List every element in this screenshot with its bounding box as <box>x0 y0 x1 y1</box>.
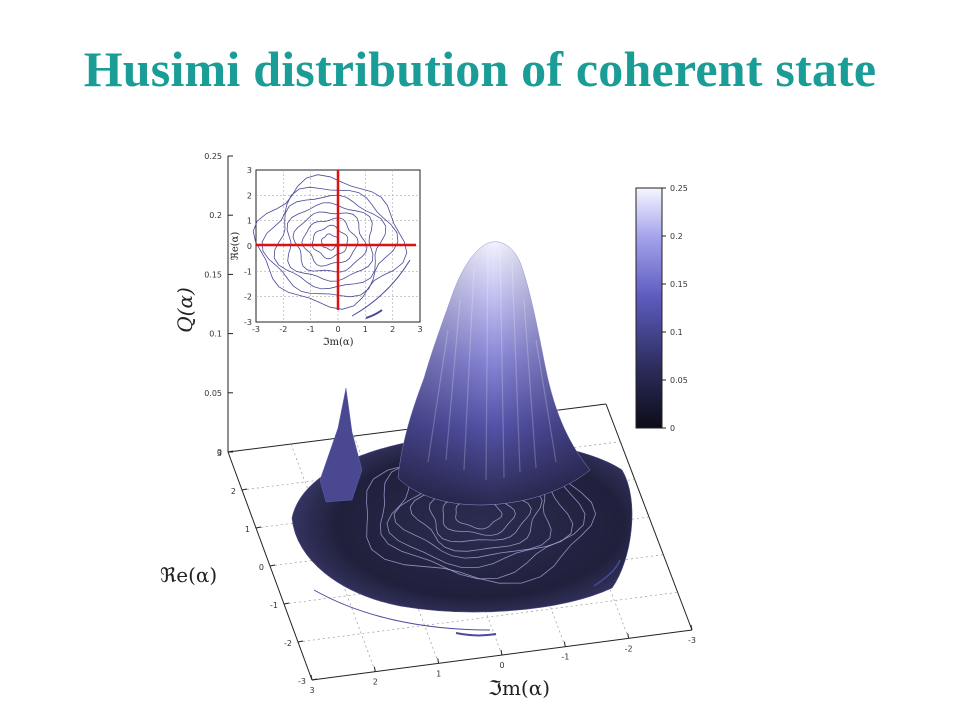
x-tick-mark <box>437 658 440 664</box>
inset-x-tick-label: 3 <box>417 325 422 334</box>
inset-contour-arc <box>351 259 411 317</box>
x-axis-label: ℑm(α) <box>488 676 550 700</box>
y-tick-mark <box>241 488 248 491</box>
x-tick-mark <box>627 633 630 639</box>
inset-contour-ring <box>301 217 359 267</box>
inset-y-ticks: 3 2 1 0 -1 -2 -3 <box>244 166 252 327</box>
peak-facet <box>485 249 489 481</box>
peak-facet <box>445 299 461 461</box>
colorbar-tick-label: 0.1 <box>670 328 683 337</box>
inset-contour-ring <box>252 174 408 310</box>
inset-y-tick-label: 3 <box>247 166 252 175</box>
y-tick-mark <box>311 678 318 681</box>
inset-y-tick-label: 0 <box>247 242 252 251</box>
x-tick-mark <box>310 674 313 681</box>
x-tick-mark <box>373 666 376 672</box>
inset-x-tick-label: 1 <box>363 325 368 334</box>
peak-facet <box>535 339 557 463</box>
inset-x-tick-label: 2 <box>390 325 395 334</box>
y-axis-label: ℜe(α) <box>160 563 217 587</box>
inset-plot: -3 -2 -1 0 1 2 3 3 2 1 0 -1 -2 -3 ℜe(α) ℑm(α) <box>230 166 423 348</box>
inset-x-tick-label: -1 <box>307 325 315 334</box>
y-tick-label: -1 <box>270 601 278 610</box>
y-tick-label: 0 <box>259 563 264 572</box>
x-tick-label: -2 <box>625 644 633 653</box>
inset-contours <box>252 174 411 319</box>
x-tick-label: 1 <box>436 669 441 678</box>
inset-x-label: ℑm(α) <box>322 337 353 348</box>
colorbar-tick-label: 0.15 <box>670 280 688 289</box>
y-tick-label: -2 <box>284 639 292 648</box>
inset-contour-ring <box>261 186 399 298</box>
floor-contour-arc-3 <box>593 559 621 587</box>
y-tick-mark <box>283 602 290 605</box>
inset-x-tick-label: 0 <box>335 325 340 334</box>
floor-grid-line <box>297 591 678 643</box>
colorbar-tick-label: 0.2 <box>670 232 683 241</box>
inset-contour-ring <box>292 211 368 273</box>
inset-contour-ring <box>273 194 387 290</box>
inset-y-tick-label: 2 <box>247 191 252 200</box>
peak-facet <box>427 329 449 463</box>
z-tick-label: 0.1 <box>209 330 222 339</box>
inset-x-ticks: -3 -2 -1 0 1 2 3 <box>252 325 423 334</box>
colorbar: 0.25 0.2 0.15 0.1 0.05 0 <box>635 184 688 433</box>
inset-contour-arc <box>365 309 383 319</box>
colorbar-ticks: 0.25 0.2 0.15 0.1 0.05 0 <box>662 184 688 433</box>
peak-facets <box>427 247 557 481</box>
y-tick-group: 3 2 1 0 -1 -2 -3 <box>217 449 318 686</box>
y-tick-label: -3 <box>298 677 306 686</box>
x-tick-group: 3 2 1 0 -1 -2 -3 <box>309 624 696 695</box>
x-tick-label: 0 <box>499 661 504 670</box>
colorbar-tick-label: 0 <box>670 424 675 433</box>
peak-facet <box>463 267 475 471</box>
x-tick-label: -1 <box>561 653 569 662</box>
slide-title: Husimi distribution of coherent state <box>83 41 877 97</box>
inset-contour-ring <box>321 233 339 251</box>
z-tick-label: 0.25 <box>204 152 222 161</box>
z-tick-label: 0.2 <box>209 211 222 220</box>
colorbar-tick-label: 0.05 <box>670 376 688 385</box>
inset-y-tick-label: -3 <box>244 318 252 327</box>
z-axis-label: Q(α) <box>173 287 197 333</box>
inset-contour-ring <box>286 202 374 282</box>
peak-facet <box>511 261 521 473</box>
peak-facet <box>523 299 537 469</box>
inset-y-tick-label: 1 <box>247 217 252 226</box>
surface-peak-shade <box>398 241 590 505</box>
x-tick-mark <box>690 624 693 631</box>
y-tick-label: 1 <box>245 525 250 534</box>
x-tick-mark <box>500 649 503 656</box>
z-tick-label: 0.15 <box>204 270 222 279</box>
y-tick-mark <box>269 564 276 567</box>
inset-y-label: ℜe(α) <box>230 232 241 261</box>
inset-y-tick-label: -1 <box>244 267 252 276</box>
inset-x-tick-label: -2 <box>279 325 287 334</box>
inset-y-tick-label: -2 <box>244 293 252 302</box>
floor-contour-arc <box>313 589 491 631</box>
x-tick-mark <box>563 641 566 647</box>
y-tick-mark <box>297 640 304 643</box>
colorbar-tick-label: 0.25 <box>670 184 688 193</box>
z-tick-label: 0.05 <box>204 389 222 398</box>
z-tick-group: 0.25 0.2 0.15 0.1 0.05 0 <box>204 152 233 457</box>
peak-facet <box>499 247 505 479</box>
y-tick-label: 3 <box>217 449 222 458</box>
x-tick-label: -3 <box>688 636 696 645</box>
colorbar-gradient <box>635 187 663 429</box>
x-tick-label: 2 <box>373 678 378 687</box>
inset-x-tick-label: -3 <box>252 325 260 334</box>
floor-contour-arc-2 <box>455 632 497 637</box>
z-tick-label: 0 <box>217 448 222 457</box>
surface-spike <box>319 387 363 503</box>
y-tick-label: 2 <box>231 487 236 496</box>
x-tick-label: 3 <box>309 686 314 695</box>
y-tick-mark <box>227 450 234 453</box>
y-tick-mark <box>255 526 262 529</box>
